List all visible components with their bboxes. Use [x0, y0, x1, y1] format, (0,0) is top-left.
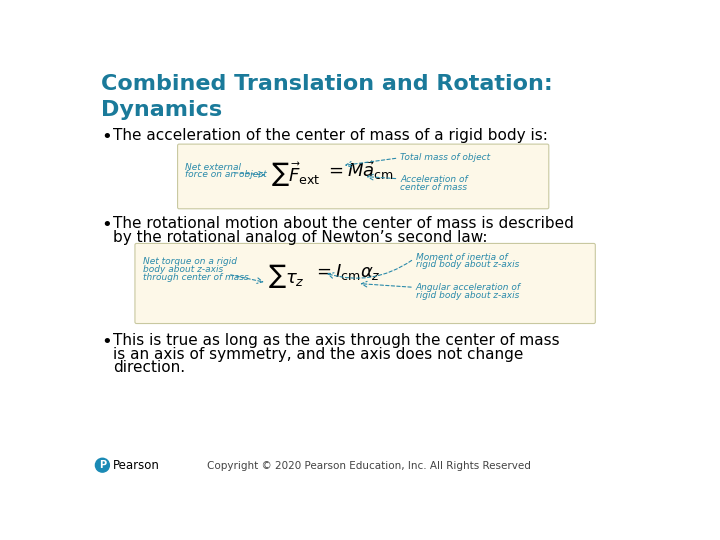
- Text: rigid body about z-axis: rigid body about z-axis: [415, 260, 519, 269]
- Text: P: P: [99, 460, 106, 470]
- Circle shape: [96, 458, 109, 472]
- Text: force on an object: force on an object: [185, 170, 267, 179]
- Text: Total mass of object: Total mass of object: [400, 153, 490, 163]
- FancyBboxPatch shape: [178, 144, 549, 209]
- Text: This is true as long as the axis through the center of mass: This is true as long as the axis through…: [113, 333, 560, 348]
- Text: $\sum\vec{F}_{\mathrm{ext}}$: $\sum\vec{F}_{\mathrm{ext}}$: [271, 159, 320, 187]
- Text: Combined Translation and Rotation:: Combined Translation and Rotation:: [101, 74, 553, 94]
- Text: Acceleration of: Acceleration of: [400, 175, 467, 184]
- Text: •: •: [101, 333, 112, 351]
- Text: Pearson: Pearson: [113, 458, 160, 472]
- Text: rigid body about z-axis: rigid body about z-axis: [415, 291, 519, 300]
- Text: is an axis of symmetry, and the axis does not change: is an axis of symmetry, and the axis doe…: [113, 347, 523, 362]
- Text: Net torque on a rigid: Net torque on a rigid: [143, 257, 237, 266]
- Text: Copyright © 2020 Pearson Education, Inc. All Rights Reserved: Copyright © 2020 Pearson Education, Inc.…: [207, 461, 531, 471]
- Text: The rotational motion about the center of mass is described: The rotational motion about the center o…: [113, 215, 574, 231]
- Text: direction.: direction.: [113, 361, 185, 375]
- Text: Net external: Net external: [185, 163, 241, 172]
- Text: center of mass: center of mass: [400, 183, 467, 192]
- Text: •: •: [101, 128, 112, 146]
- Text: by the rotational analog of Newton’s second law:: by the rotational analog of Newton’s sec…: [113, 230, 487, 245]
- FancyBboxPatch shape: [135, 244, 595, 323]
- Text: $= I_{\mathrm{cm}}\alpha_z$: $= I_{\mathrm{cm}}\alpha_z$: [313, 262, 381, 282]
- Text: Angular acceleration of: Angular acceleration of: [415, 284, 521, 293]
- Text: The acceleration of the center of mass of a rigid body is:: The acceleration of the center of mass o…: [113, 128, 548, 143]
- Text: through center of mass: through center of mass: [143, 273, 248, 282]
- Text: body about z-axis: body about z-axis: [143, 265, 223, 274]
- Text: Moment of inertia of: Moment of inertia of: [415, 253, 507, 262]
- Text: •: •: [101, 215, 112, 234]
- Text: $= M\vec{a}_{\mathrm{cm}}$: $= M\vec{a}_{\mathrm{cm}}$: [325, 159, 394, 183]
- Text: $\sum\tau_z$: $\sum\tau_z$: [269, 262, 305, 290]
- Text: Dynamics: Dynamics: [101, 100, 222, 120]
